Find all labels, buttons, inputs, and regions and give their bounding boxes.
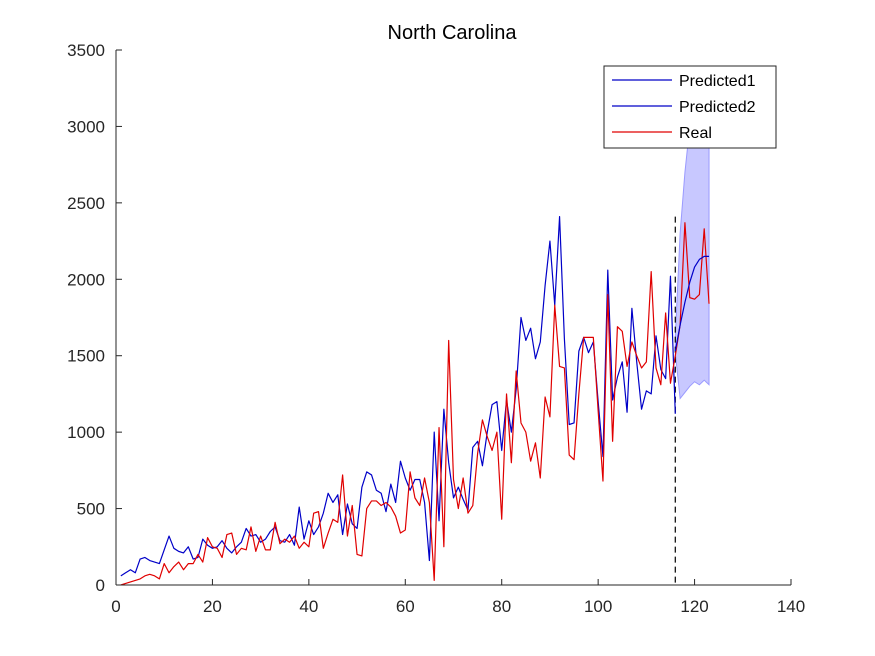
x-tick-label: 60 bbox=[396, 597, 415, 616]
series-line-real bbox=[120, 222, 710, 585]
y-tick-label: 500 bbox=[77, 500, 105, 519]
x-tick-label: 40 bbox=[299, 597, 318, 616]
legend-label-predicted2: Predicted2 bbox=[679, 99, 756, 116]
x-tick-label: 100 bbox=[584, 597, 612, 616]
legend-label-predicted1: Predicted1 bbox=[679, 73, 756, 90]
y-tick-label: 2500 bbox=[67, 194, 105, 213]
chart-title: North Carolina bbox=[388, 22, 518, 44]
y-tick-label: 2000 bbox=[67, 270, 105, 289]
y-tick-label: 1000 bbox=[67, 423, 105, 442]
y-tick-label: 3000 bbox=[67, 117, 105, 136]
x-tick-label: 120 bbox=[680, 597, 708, 616]
y-tick-label: 1500 bbox=[67, 347, 105, 366]
x-tick-label: 0 bbox=[111, 597, 120, 616]
legend-label-real: Real bbox=[679, 125, 712, 142]
series-line-predicted2 bbox=[120, 216, 676, 577]
series-line-predicted1 bbox=[674, 255, 710, 352]
y-tick-label: 0 bbox=[96, 576, 105, 595]
axes: 0 20 40 60 80 100 120 140 0 500 1000 1500 2000 2500 30… bbox=[67, 41, 805, 616]
x-tick-label: 20 bbox=[203, 597, 222, 616]
y-tick-label: 3500 bbox=[67, 41, 105, 60]
x-tick-label: 140 bbox=[777, 597, 805, 616]
x-tick-label: 80 bbox=[492, 597, 511, 616]
legend: Predicted1 Predicted2 Real bbox=[603, 65, 777, 149]
